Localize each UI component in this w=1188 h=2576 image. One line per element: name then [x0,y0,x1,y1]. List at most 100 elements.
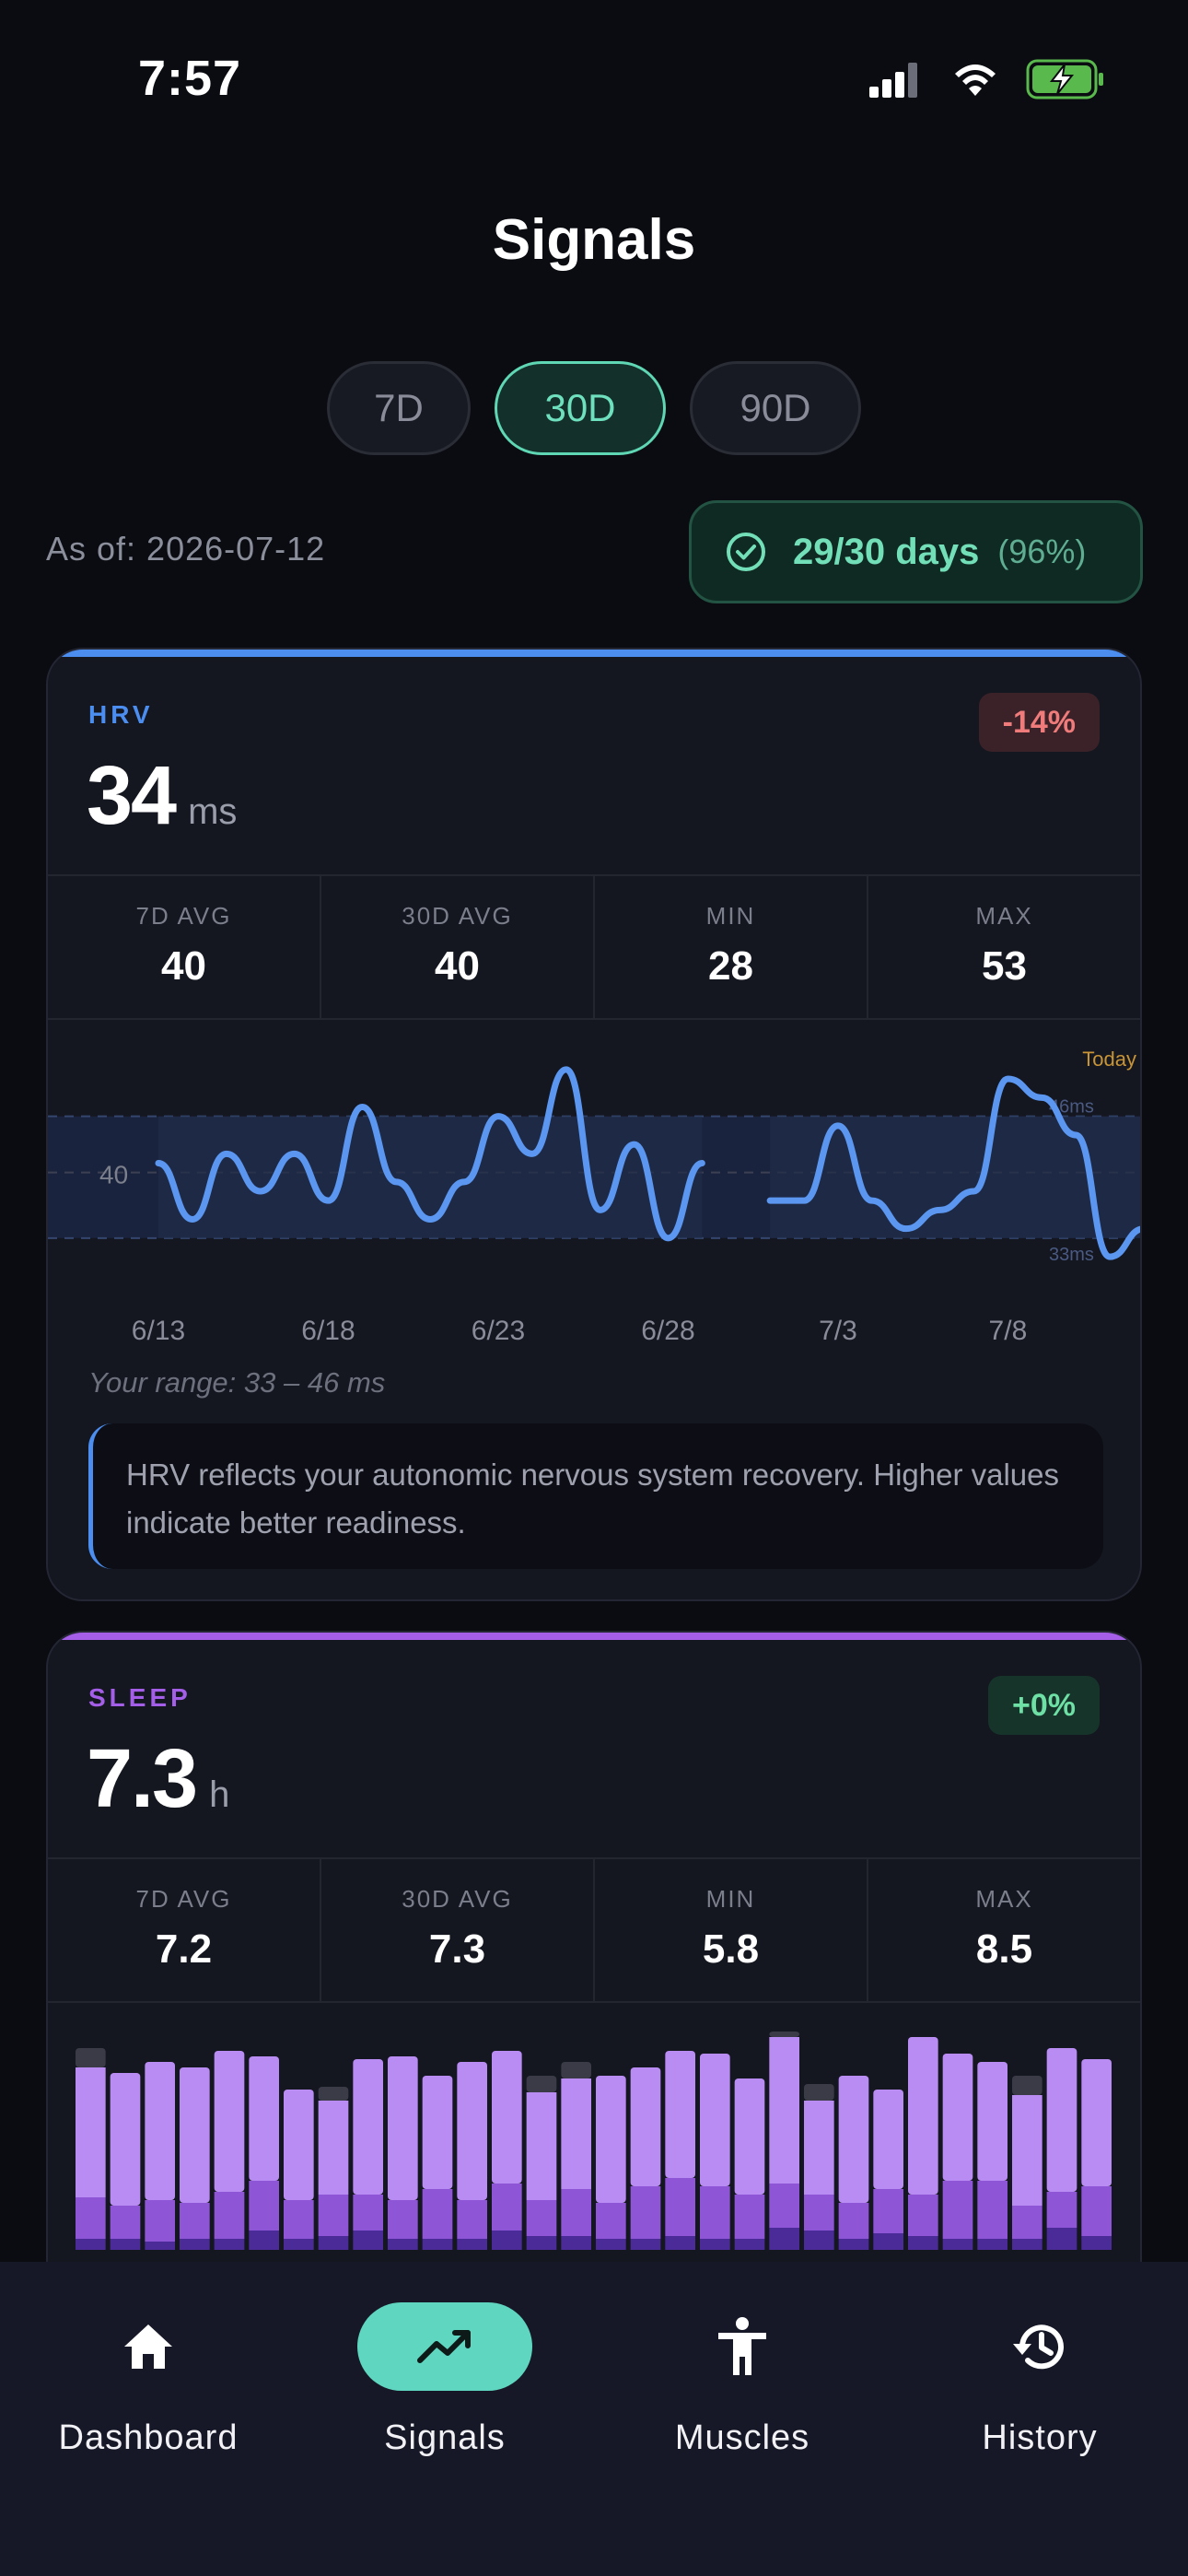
sleep-bar-segment [700,2239,730,2250]
sleep-bar-segment [249,2181,279,2231]
hrv-change-badge: -14% [978,693,1100,752]
sleep-bar-segment [873,2233,903,2250]
sleep-bar-segment [908,2195,938,2236]
sleep-bar-segment [873,2090,903,2189]
sleep-bar-segment [838,2239,869,2250]
sleep-bar-segment [561,2236,591,2250]
range-30d-button[interactable]: 30D [495,361,666,455]
sleep-bar-segment [180,2203,210,2239]
sleep-bar-segment [804,2195,834,2231]
hrv-value: 34 [87,750,177,842]
sleep-bar-segment [1081,2186,1112,2236]
sleep-bar-segment [630,2239,661,2250]
sleep-bar-segment [873,2189,903,2233]
hrv-x-tick-label: 6/23 [472,1316,525,1346]
bottom-nav: Dashboard Signals Muscles History [0,2262,1188,2576]
sleep-bar-segment [908,2037,938,2195]
nav-signals[interactable]: Signals [297,2262,593,2483]
sleep-bar-segment [838,2203,869,2239]
sleep-bar-segment [630,2067,661,2186]
sleep-bar-segment [526,2076,557,2092]
as-of-date: As of: 2026-07-12 [46,530,326,568]
sleep-bar-segment [1046,2228,1077,2250]
hrv-card[interactable]: HRV -14% 34 ms 7D AVG 40 30D AVG 40 MIN … [46,648,1142,1601]
hrv-x-tick-label: 6/28 [641,1316,694,1346]
nav-muscles-label: Muscles [674,2418,810,2457]
hrv-reference-label: 40 [99,1161,128,1189]
sleep-bar-segment [457,2239,487,2250]
range-7d-button[interactable]: 7D [327,361,471,455]
coverage-badge: 29/30 days (96%) [689,500,1143,603]
sleep-bar-segment [977,2239,1007,2250]
sleep-bar-segment [526,2200,557,2236]
nav-dashboard[interactable]: Dashboard [0,2262,297,2483]
sleep-bar-segment [804,2231,834,2250]
sleep-bar-segment [76,2048,106,2067]
sleep-bar-segment [1081,2059,1112,2186]
hrv-x-tick-label: 7/3 [819,1316,857,1346]
sleep-bar-segment [249,2056,279,2181]
sleep-stacked-bar-chart[interactable] [48,1633,1142,2576]
sleep-bar-segment [804,2084,834,2101]
wifi-icon [955,64,996,96]
sleep-bar-segment [1012,2206,1042,2239]
history-icon [1013,2324,1064,2370]
hrv-accent-bar [48,650,1140,657]
sleep-bar-segment [422,2189,453,2239]
stat-label: MAX [975,1885,1033,1913]
nav-history[interactable]: History [891,2262,1188,2483]
nav-signals-icon-wrap [357,2302,532,2391]
sleep-stat-min: MIN 5.8 [595,1859,868,2001]
sleep-unit: h [209,1774,230,1815]
sleep-bar-segment [734,2239,765,2250]
sleep-accent-bar [48,1633,1140,1640]
sleep-bar-segment [76,2239,106,2250]
stat-label: MIN [705,1885,756,1913]
sleep-bar-segment [145,2200,175,2242]
sleep-bar-segment [353,2059,383,2195]
sleep-bar-segment [214,2051,245,2192]
coverage-percent: (96%) [997,533,1087,570]
sleep-bar-segment [769,2184,799,2228]
sleep-bar-segment [492,2051,522,2184]
sleep-bar-segment [1012,2239,1042,2250]
sleep-bar-segment [76,2067,106,2197]
sleep-bar-segment [596,2203,626,2239]
sleep-bar-segment [318,2087,349,2101]
sleep-bar-segment [180,2067,210,2203]
status-time: 7:57 [138,51,242,106]
hrv-range-note: Your range: 33 – 46 ms [88,1366,386,1399]
sleep-stat-max: MAX 8.5 [868,1859,1140,2001]
sleep-bar-segment [1012,2095,1042,2206]
sleep-bar-segment [804,2101,834,2195]
check-circle-icon [727,533,765,571]
sleep-label: SLEEP [88,1683,192,1712]
sleep-bar-segment [388,2056,418,2200]
sleep-bar-segment [110,2073,141,2206]
sleep-change-badge: +0% [988,1676,1100,1735]
sleep-bar-segment [561,2062,591,2078]
sleep-bar-segment [838,2076,869,2203]
status-bar: 7:57 [0,0,1188,157]
stat-value: 40 [435,943,480,989]
sleep-bar-segment [457,2062,487,2200]
sleep-bar-segment [526,2236,557,2250]
hrv-stat-7d-avg: 7D AVG 40 [48,876,321,1018]
range-90d-button[interactable]: 90D [690,361,861,455]
hrv-stats-row: 7D AVG 40 30D AVG 40 MIN 28 MAX 53 [48,874,1140,1020]
hrv-x-tick-label: 6/13 [132,1316,185,1346]
nav-muscles-icon-wrap [655,2302,830,2391]
sleep-bar-segment [457,2200,487,2239]
sleep-bar-segment [700,2054,730,2186]
sleep-bar-segment [769,2228,799,2250]
sleep-bar-segment [908,2236,938,2250]
status-icons [869,59,1103,100]
nav-history-label: History [982,2418,1098,2457]
hrv-value-group: 34 ms [87,749,237,844]
nav-muscles[interactable]: Muscles [594,2262,891,2483]
stat-label: MAX [975,902,1033,930]
nav-dashboard-label: Dashboard [58,2418,239,2457]
hrv-x-tick-label: 6/18 [301,1316,355,1346]
sleep-bar-segment [526,2092,557,2200]
